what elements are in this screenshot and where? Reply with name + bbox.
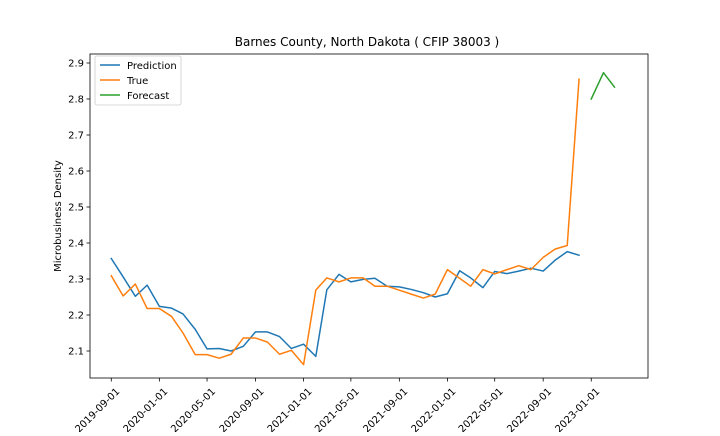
y-tick-label: 2.5 [68,203,84,214]
y-tick-label: 2.7 [68,131,84,142]
series-line-forecast [590,71,616,100]
legend-item-forecast: Forecast [100,91,169,102]
legend-label-forecast: Forecast [127,91,169,102]
legend-label-true: True [126,76,148,87]
y-tick-label: 2.3 [68,275,84,286]
plot-lines [110,71,616,366]
y-tick-label: 2.9 [68,59,84,70]
chart-title: Barnes County, North Dakota ( CFIP 38003… [235,35,499,49]
plot-area-frame [89,53,649,379]
legend-label-prediction: Prediction [127,61,177,72]
y-tick-label: 2.4 [68,239,84,250]
legend-item-prediction: Prediction [100,61,177,72]
y-tick-label: 2.1 [68,347,84,358]
y-tick-label: 2.8 [68,95,84,106]
series-line-true [110,78,580,366]
y-tick-label: 2.2 [68,311,84,322]
y-axis-label: Microbusiness Density [53,160,64,272]
legend-box [94,55,182,106]
legend: Prediction True Forecast [94,55,182,106]
y-axis-ticks: 2.1 2.2 2.3 2.4 2.5 2.6 2.7 2.8 2.9 [68,59,90,358]
y-tick-label: 2.6 [68,167,84,178]
legend-item-true: True [100,76,148,87]
